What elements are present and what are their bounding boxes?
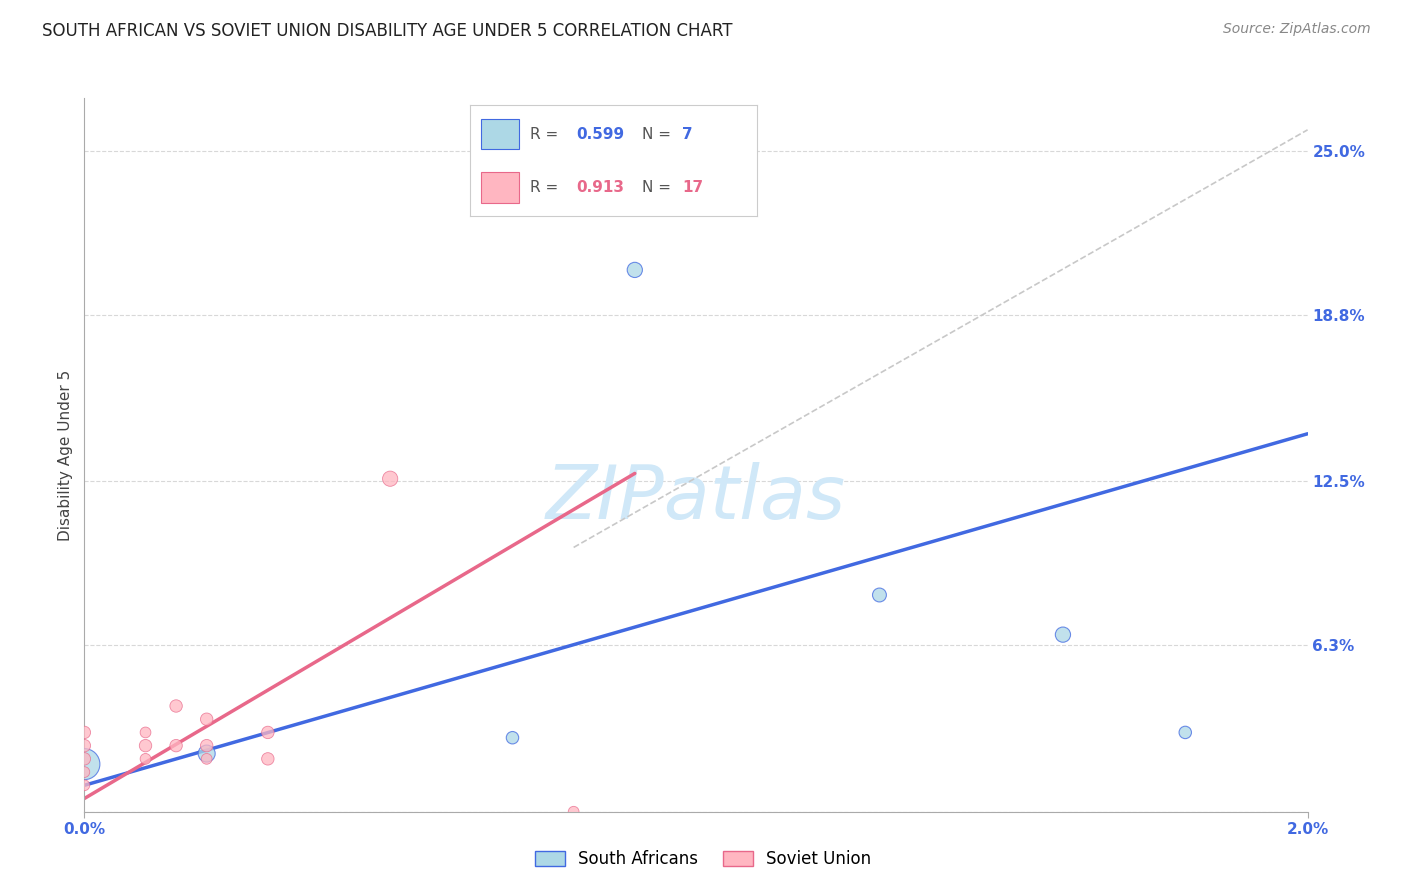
Point bbox=[195, 747, 218, 761]
Point bbox=[1174, 725, 1197, 739]
Point bbox=[165, 698, 187, 713]
Point bbox=[135, 752, 157, 766]
Point bbox=[562, 805, 585, 819]
Y-axis label: Disability Age Under 5: Disability Age Under 5 bbox=[58, 369, 73, 541]
Text: ZIPatlas: ZIPatlas bbox=[546, 462, 846, 533]
Point bbox=[135, 725, 157, 739]
Point bbox=[257, 752, 280, 766]
Point bbox=[73, 765, 96, 780]
Point bbox=[195, 739, 218, 753]
Point bbox=[73, 739, 96, 753]
Point bbox=[195, 712, 218, 726]
Point bbox=[380, 472, 402, 486]
Point bbox=[73, 725, 96, 739]
Point bbox=[73, 752, 96, 766]
Point bbox=[1052, 627, 1074, 641]
Point bbox=[165, 739, 187, 753]
Point bbox=[135, 739, 157, 753]
Text: Source: ZipAtlas.com: Source: ZipAtlas.com bbox=[1223, 22, 1371, 37]
Point bbox=[73, 757, 96, 772]
Point bbox=[869, 588, 891, 602]
Point bbox=[257, 725, 280, 739]
Point bbox=[73, 778, 96, 792]
Text: SOUTH AFRICAN VS SOVIET UNION DISABILITY AGE UNDER 5 CORRELATION CHART: SOUTH AFRICAN VS SOVIET UNION DISABILITY… bbox=[42, 22, 733, 40]
Legend: South Africans, Soviet Union: South Africans, Soviet Union bbox=[527, 844, 879, 875]
Point bbox=[624, 263, 647, 277]
Point bbox=[502, 731, 524, 745]
Point bbox=[195, 752, 218, 766]
